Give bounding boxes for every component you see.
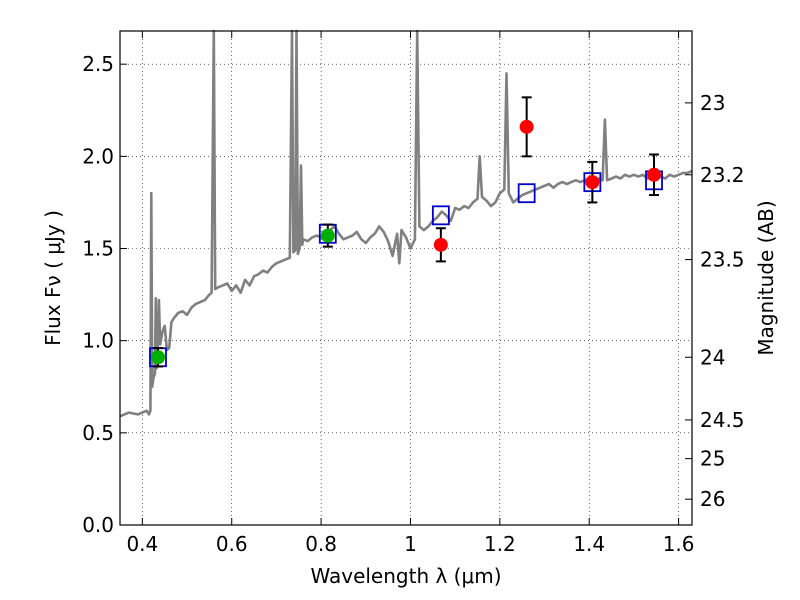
data-points: [149, 96, 663, 368]
y2-tick-label: 24.5: [700, 408, 745, 432]
model-spectrum-line: [119, 29, 693, 418]
axis-ticks: 0.4 0.6 0.8 1 1.2 1.4 1.6 0.0 0.5 1.0 1.5 2.0 2.5 23 2…: [82, 31, 745, 556]
nir-point: [433, 237, 448, 252]
x-tick-label: 1.2: [484, 532, 516, 556]
y-tick-label: 0.0: [82, 513, 114, 537]
y2-tick-label: 23.5: [700, 248, 745, 272]
y-axis-label: Flux Fν ( μJy ): [41, 210, 65, 346]
grid-lines: [120, 31, 692, 526]
y2-tick-label: 23.2: [700, 163, 745, 187]
model-photometry-square: [431, 205, 450, 226]
x-tick-label: 0.8: [305, 532, 337, 556]
y-tick-label: 0.5: [82, 421, 114, 445]
y2-tick-label: 23: [700, 91, 725, 115]
y2-tick-label: 24: [700, 345, 725, 369]
y-tick-label: 2.0: [82, 144, 114, 168]
x-tick-label: 1: [404, 532, 417, 556]
x-tick-label: 1.6: [663, 532, 695, 556]
y2-axis-label: Magnitude (AB): [754, 200, 778, 355]
model-photometry-square: [517, 183, 536, 204]
nir-point: [585, 175, 600, 190]
x-tick-label: 0.4: [126, 532, 158, 556]
y-tick-label: 1.5: [82, 237, 114, 261]
x-axis-label: Wavelength λ (μm): [310, 564, 501, 588]
nir-point: [647, 167, 662, 182]
y2-tick-label: 26: [700, 487, 725, 511]
y2-tick-label: 25: [700, 447, 725, 471]
plot-frame: [119, 30, 693, 526]
y-tick-label: 2.5: [82, 52, 114, 76]
y-tick-label: 1.0: [82, 329, 114, 353]
x-tick-label: 0.6: [216, 532, 248, 556]
model-spectrum: [119, 29, 693, 418]
optical-point: [320, 228, 335, 243]
nir-point: [519, 119, 534, 134]
optical-point: [150, 350, 165, 365]
x-tick-label: 1.4: [573, 532, 605, 556]
